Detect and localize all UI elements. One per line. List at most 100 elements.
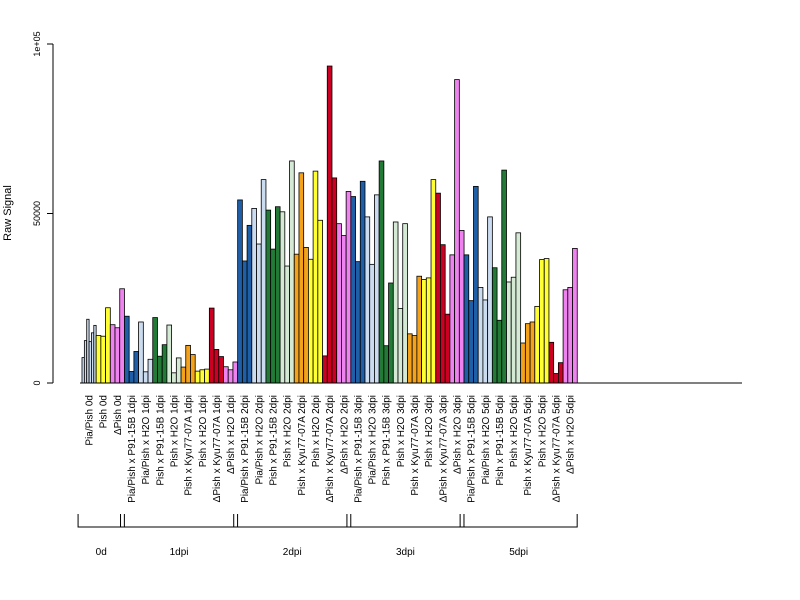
bar	[152, 317, 158, 384]
x-tick-label: Pish x H2O 1dpi	[198, 395, 209, 467]
bar	[270, 248, 276, 384]
bar	[194, 370, 201, 384]
bar	[336, 223, 342, 384]
x-tick-label: Pia/Pish x P91-15B 3dpi	[353, 395, 364, 503]
bar	[227, 369, 234, 384]
bar	[539, 259, 545, 384]
bar	[572, 248, 578, 384]
bar	[161, 344, 168, 384]
bar	[496, 319, 503, 384]
bar	[133, 351, 139, 384]
bar	[520, 342, 526, 384]
y-tick-label: 0	[32, 380, 42, 385]
bar	[124, 315, 130, 384]
bar	[473, 185, 479, 384]
bar	[251, 208, 257, 384]
x-tick-label: Pish x H2O 2dpi	[311, 395, 322, 467]
x-tick-label: Pish x Kyu77-07A 3dpi	[410, 395, 421, 496]
bar	[444, 313, 451, 384]
group-label: 2dpi	[283, 547, 302, 558]
bar	[454, 79, 460, 384]
x-tick-label: Pish x Kyu77-07A 5dpi	[523, 395, 534, 496]
x-tick-label: ΔPish x Kyu77-07A 1dpi	[212, 395, 223, 502]
x-tick-label: Pish x H2O 1dpi	[169, 395, 180, 467]
x-tick-label: Pia/Pish x H2O 5dpi	[481, 395, 492, 485]
x-tick-label: Pish x H2O 5dpi	[537, 395, 548, 467]
bar	[157, 355, 163, 384]
bar	[440, 244, 446, 384]
bar	[326, 65, 333, 384]
x-tick-label: ΔPish x H2O 2dpi	[339, 395, 350, 474]
bar	[284, 265, 290, 384]
y-tick-label: 1e+05	[32, 31, 42, 56]
bar	[265, 209, 272, 384]
group-label: 3dpi	[396, 547, 415, 558]
group-brackets: 0d 1dpi 2dpi 3dpi 5dpi	[77, 514, 578, 558]
x-tick-label: Pish x Kyu77-07A 1dpi	[184, 395, 195, 496]
bar	[543, 258, 550, 384]
bar	[322, 355, 328, 384]
bar	[364, 216, 371, 384]
x-tick-label: Pia/Pish x H2O 2dpi	[254, 395, 265, 485]
bar	[119, 288, 125, 384]
bar	[510, 276, 517, 384]
x-tick-label: ΔPish x Kyu77-07A 3dpi	[438, 395, 449, 502]
x-tick-label: Pish x P91-15B 2dpi	[269, 395, 280, 486]
group-label: 1dpi	[170, 547, 189, 558]
bar	[482, 299, 489, 384]
x-tick-label: ΔPish x H2O 3dpi	[452, 395, 463, 474]
x-tick-label: Pish x P91-15B 5dpi	[495, 395, 506, 486]
bar	[529, 321, 536, 384]
bar	[416, 275, 422, 384]
bar	[256, 243, 262, 384]
bar	[369, 263, 375, 384]
group-bracket	[120, 514, 239, 528]
bar	[190, 354, 196, 384]
bar	[345, 191, 352, 384]
group-bracket	[459, 514, 578, 528]
bar	[449, 254, 456, 384]
group-bracket	[346, 514, 465, 528]
x-tick-label: Pia/Pish x P91-15B 5dpi	[467, 395, 478, 503]
bar	[341, 235, 347, 384]
bar	[237, 199, 243, 384]
bar	[175, 357, 182, 384]
bar	[138, 321, 144, 384]
bar	[458, 230, 465, 384]
bar	[553, 373, 559, 384]
bar	[298, 172, 305, 384]
bar	[435, 192, 441, 384]
x-tick-label: Pia/Pish x H2O 3dpi	[368, 395, 379, 485]
bar	[392, 221, 399, 384]
x-tick-labels: Pia/Pish 0d Pish 0d ΔPish 0d Pia/Pish x P91…	[85, 395, 577, 503]
bar	[515, 232, 522, 384]
bar	[374, 194, 380, 384]
bar	[463, 254, 470, 384]
bar	[350, 196, 356, 384]
group-bracket	[77, 514, 125, 528]
bar	[218, 356, 224, 384]
bar	[312, 170, 319, 384]
bar	[355, 261, 361, 384]
bar	[180, 366, 187, 384]
bar	[534, 305, 540, 384]
bar	[223, 366, 229, 384]
bar	[359, 180, 366, 384]
bar	[105, 307, 111, 384]
bar	[378, 160, 385, 384]
bar	[246, 224, 253, 384]
bar	[407, 333, 413, 384]
bar	[411, 335, 418, 384]
bar	[468, 300, 474, 384]
bar	[185, 344, 191, 384]
x-tick-label: ΔPish x Kyu77-07A 2dpi	[325, 395, 336, 502]
x-tick-label: Pish x H2O 5dpi	[509, 395, 520, 467]
x-tick-label: Pia/Pish 0d	[85, 395, 96, 446]
x-tick-label: ΔPish x H2O 1dpi	[226, 395, 237, 474]
bar	[491, 267, 498, 384]
bar	[487, 216, 493, 384]
bar	[171, 372, 177, 384]
group-bracket	[233, 514, 352, 528]
bar	[557, 362, 564, 384]
bar	[128, 371, 135, 384]
